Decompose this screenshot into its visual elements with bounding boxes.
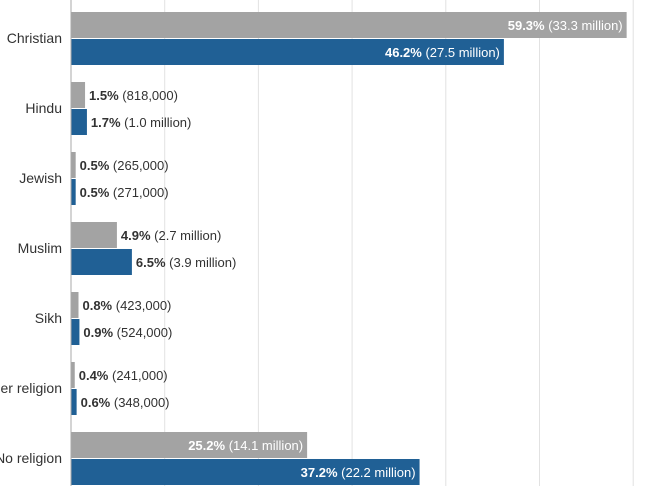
data-label: 0.4% (241,000)	[79, 368, 168, 383]
data-label: 0.5% (265,000)	[80, 158, 169, 173]
category-label: Muslim	[18, 240, 62, 256]
data-label: 0.5% (271,000)	[80, 185, 169, 200]
data-label: 0.9% (524,000)	[83, 325, 172, 340]
bar	[71, 459, 420, 485]
data-labels: 59.3% (33.3 million) 1.5% (818,000) 0.5% (…	[79, 18, 623, 480]
data-label: 59.3% (33.3 million)	[508, 18, 623, 33]
bar	[71, 432, 308, 458]
bar	[71, 319, 80, 345]
bar	[71, 362, 75, 388]
category-label: Hindu	[25, 100, 62, 116]
data-label: 37.2% (22.2 million)	[301, 465, 416, 480]
category-labels: Christian Hindu Jewish Muslim Sikh Other reli…	[0, 30, 62, 466]
bar	[71, 292, 79, 318]
data-label: 0.8% (423,000)	[82, 298, 171, 313]
data-label: 6.5% (3.9 million)	[136, 255, 236, 270]
category-label: Jewish	[19, 170, 62, 186]
bar	[71, 82, 86, 108]
data-label: 1.7% (1.0 million)	[91, 115, 191, 130]
bar	[71, 179, 76, 205]
data-label: 46.2% (27.5 million)	[385, 45, 500, 60]
data-label: 1.5% (818,000)	[89, 88, 178, 103]
bar	[71, 222, 117, 248]
category-label: Other religion	[0, 380, 62, 396]
bar	[71, 389, 77, 415]
bar	[71, 109, 87, 135]
category-label: Sikh	[35, 310, 62, 326]
bar	[71, 249, 132, 275]
gridlines	[164, 0, 634, 486]
data-label: 0.6% (348,000)	[81, 395, 170, 410]
category-label: Christian	[7, 30, 62, 46]
bar	[71, 152, 76, 178]
bar	[71, 39, 504, 65]
category-label: No religion	[0, 450, 62, 466]
data-label: 25.2% (14.1 million)	[188, 438, 303, 453]
data-label: 4.9% (2.7 million)	[121, 228, 221, 243]
bar	[71, 12, 627, 38]
bars	[71, 12, 627, 485]
